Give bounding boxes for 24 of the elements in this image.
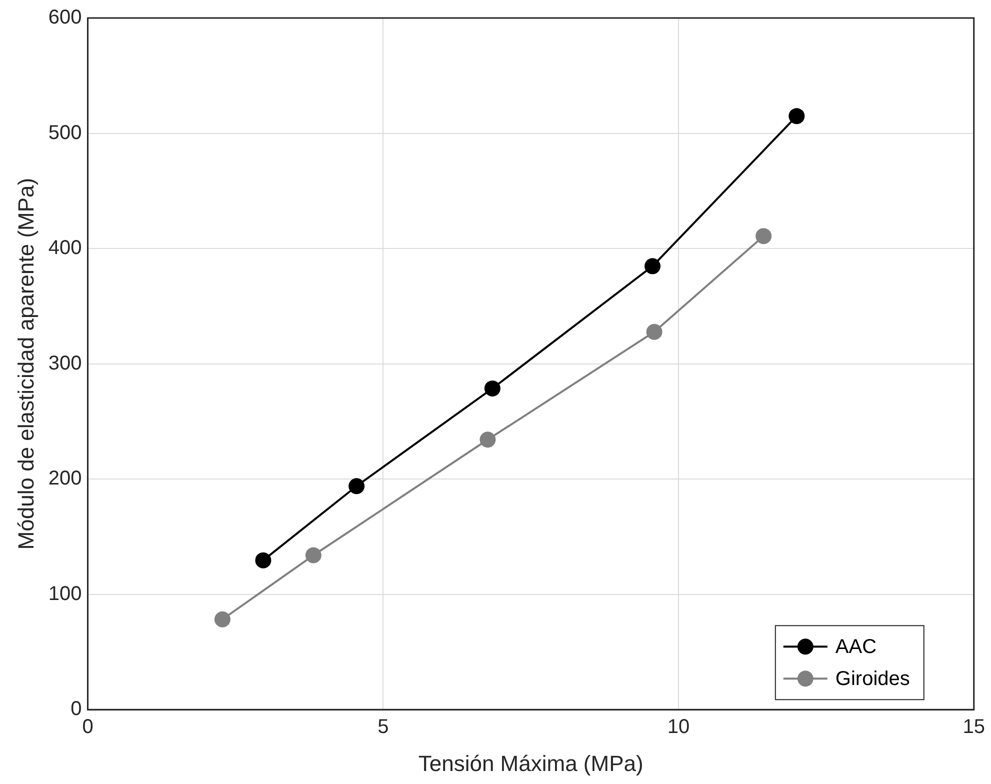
x-tick-label: 10 <box>667 716 690 738</box>
y-tick-label: 200 <box>48 468 82 490</box>
point <box>255 552 272 568</box>
point <box>480 432 496 448</box>
y-axis-title: Módulo de elasticidad aparente (MPa) <box>13 178 38 550</box>
point <box>214 611 230 628</box>
point <box>644 258 661 274</box>
x-tick-label: 5 <box>378 716 389 738</box>
y-tick-label: 0 <box>70 698 82 720</box>
y-tick-label: 300 <box>48 352 82 374</box>
point <box>484 380 500 396</box>
point <box>788 108 805 124</box>
x-axis-title: Tensión Máxima (MPa) <box>418 750 644 776</box>
x-tick-label: 15 <box>962 716 985 738</box>
point <box>348 478 365 494</box>
legend-label: AAC <box>835 636 877 658</box>
point <box>646 324 662 340</box>
y-tick-label: 100 <box>48 582 82 605</box>
point <box>305 547 322 564</box>
y-tick-label: 500 <box>48 122 82 144</box>
y-tick-label: 600 <box>48 6 82 29</box>
y-tick-label: 400 <box>48 237 82 260</box>
point <box>756 228 772 244</box>
legend-label: Giroides <box>835 668 910 690</box>
